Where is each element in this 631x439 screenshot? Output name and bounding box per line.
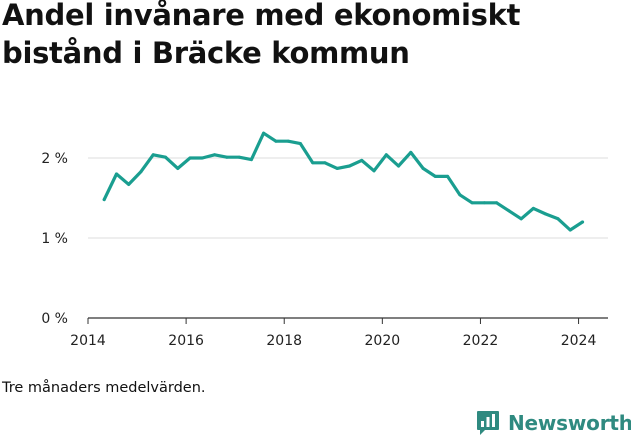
data-point [176, 166, 180, 170]
series-layer [102, 131, 585, 232]
y-tick-label: 2 % [41, 151, 68, 167]
x-tick-label: 2018 [266, 333, 302, 349]
data-point [495, 201, 499, 205]
data-point [409, 150, 413, 154]
x-tick-label: 2022 [463, 333, 499, 349]
data-point [519, 217, 523, 221]
data-point [482, 201, 486, 205]
y-tick-label: 0 % [41, 311, 68, 327]
data-point [507, 209, 511, 213]
data-point [200, 156, 204, 160]
data-point [421, 166, 425, 170]
data-point [262, 131, 266, 135]
data-point [433, 174, 437, 178]
y-tick-label: 1 % [41, 231, 68, 247]
data-point [323, 161, 327, 165]
data-point [139, 170, 143, 174]
line-chart: 2014 2016 2018 2020 2022 2024 0 % 1 % 2 % [41, 131, 608, 349]
x-axis: 2014 2016 2018 2020 2022 2024 [70, 318, 596, 349]
x-tick-label: 2020 [365, 333, 401, 349]
data-point [372, 169, 376, 173]
series-line [102, 131, 585, 232]
x-tick-label: 2024 [561, 333, 597, 349]
x-tick-label: 2014 [70, 333, 106, 349]
brand-name: Newsworthy [508, 411, 631, 435]
data-point [531, 206, 535, 210]
bar-chart-speech-icon [477, 411, 499, 435]
data-point [580, 220, 584, 224]
data-point [127, 182, 131, 186]
y-axis: 0 % 1 % 2 % [41, 151, 68, 327]
data-point [458, 193, 462, 197]
gridlines [88, 157, 608, 319]
data-point [384, 153, 388, 157]
data-point [237, 155, 241, 159]
chart-title: Andel invånare med ekonomiskt bistånd i … [2, 0, 521, 70]
brand-logo[interactable]: Newsworthy [476, 408, 631, 438]
data-point [556, 217, 560, 221]
data-point [188, 156, 192, 160]
x-tick-label: 2016 [168, 333, 204, 349]
data-point [446, 174, 450, 178]
data-point [249, 158, 253, 162]
data-point [298, 142, 302, 146]
data-point [164, 155, 168, 159]
data-point [360, 158, 364, 162]
data-point [544, 212, 548, 216]
data-point [213, 153, 217, 157]
data-point [225, 155, 229, 159]
data-point [335, 166, 339, 170]
data-point [470, 201, 474, 205]
data-point [347, 164, 351, 168]
data-point [311, 161, 315, 165]
data-point [102, 198, 106, 202]
data-point [151, 153, 155, 157]
data-point [274, 139, 278, 143]
data-point [114, 172, 118, 176]
data-point [286, 139, 290, 143]
data-point [568, 228, 572, 232]
data-point [397, 164, 401, 168]
footnote: Tre månaders medelvärden. [2, 380, 206, 396]
